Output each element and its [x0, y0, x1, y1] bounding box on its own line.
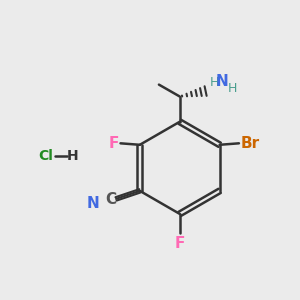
Text: H: H: [209, 76, 219, 89]
Text: H: H: [67, 149, 79, 163]
Text: F: F: [175, 236, 185, 251]
Text: C: C: [106, 192, 117, 207]
Text: H: H: [227, 82, 237, 95]
Text: N: N: [215, 74, 228, 89]
Text: F: F: [109, 136, 119, 151]
Text: N: N: [87, 196, 100, 211]
Text: Br: Br: [240, 136, 260, 151]
Text: Cl: Cl: [38, 149, 53, 163]
